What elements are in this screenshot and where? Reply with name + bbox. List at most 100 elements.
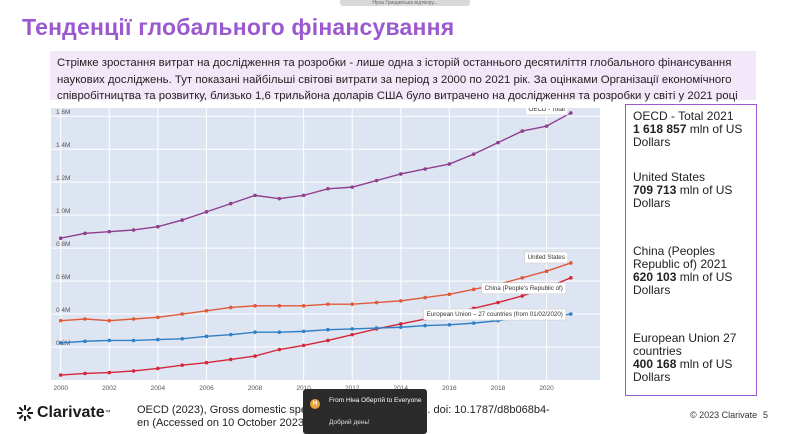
data-point: [350, 332, 355, 337]
data-point: [131, 338, 136, 343]
stat-unit: mln of US Dollars: [633, 270, 733, 297]
data-point: [180, 312, 184, 316]
clarivate-logo: Clarivate ™: [17, 404, 111, 422]
series-label: OECD - Total: [525, 108, 569, 116]
x-tick-label: 2004: [151, 385, 166, 392]
series-label: United States: [524, 251, 569, 264]
x-tick-label: 2012: [345, 385, 360, 392]
data-point: [204, 210, 209, 214]
data-point: [253, 304, 257, 308]
data-point: [83, 371, 87, 376]
data-point: [253, 330, 257, 334]
data-point: [156, 366, 160, 371]
data-point: [204, 308, 209, 313]
stat-value: 400 168: [633, 357, 677, 371]
data-point: [228, 201, 233, 206]
data-point: [447, 322, 452, 327]
data-point: [569, 111, 573, 115]
data-point: [520, 275, 525, 280]
stats-panel: OECD - Total 2021 1 618 857 mln of US Do…: [625, 104, 757, 396]
data-point: [374, 326, 379, 330]
trademark: ™: [104, 410, 111, 416]
toast-title: From Ніна Обертій to Everyone: [329, 397, 422, 404]
data-point: [228, 357, 233, 362]
y-tick-label: 1.2M: [56, 175, 70, 182]
data-point: [447, 292, 452, 297]
data-point: [350, 185, 355, 189]
stat-label: OECD - Total 2021: [633, 109, 734, 123]
y-tick-label: 1.6M: [56, 109, 70, 116]
data-point: [253, 193, 257, 198]
data-point: [326, 327, 330, 332]
data-point: [301, 304, 306, 308]
top-notification-strip: Нуна Грищивська відтвору...: [340, 0, 470, 6]
stat-value: 620 103: [633, 270, 677, 284]
data-point: [131, 317, 136, 321]
data-point: [399, 299, 403, 303]
series-label-box: [423, 308, 567, 321]
data-point: [423, 295, 427, 300]
data-point: [180, 363, 184, 367]
series-line: [60, 277, 572, 376]
data-point: [277, 330, 282, 334]
data-point: [58, 373, 63, 377]
x-tick-label: 2002: [102, 385, 117, 392]
data-point: [350, 302, 355, 306]
data-point: [156, 315, 160, 320]
stat-label: China (Peoples Republic of) 2021: [633, 244, 728, 271]
data-point: [496, 140, 500, 145]
data-point: [423, 167, 427, 171]
series-label-box: [525, 108, 569, 116]
chat-notification[interactable]: Н From Ніна Обертій to Everyone Добрий д…: [303, 389, 427, 434]
x-tick-label: 2000: [53, 385, 68, 392]
data-point: [399, 325, 403, 330]
data-point: [58, 318, 63, 323]
y-tick-label: 0.6M: [56, 274, 70, 281]
data-point: [544, 124, 549, 128]
series-label-text: United States: [528, 254, 565, 261]
data-point: [180, 336, 184, 341]
data-point: [447, 162, 452, 166]
series-label-text: OECD - Total: [529, 108, 565, 113]
series-line: [60, 313, 571, 344]
data-point: [496, 300, 500, 305]
data-point: [520, 294, 525, 298]
series-line: [60, 112, 572, 239]
data-point: [350, 327, 355, 331]
series-label-text: China (People's Republic of): [485, 285, 563, 292]
data-point: [399, 172, 403, 176]
data-point: [58, 341, 63, 345]
stat-china: China (Peoples Republic of) 2021 620 103…: [633, 245, 753, 297]
data-point: [520, 129, 525, 133]
series-label-text: European Union – 27 countries (from 01/0…: [427, 311, 563, 318]
intro-text: Стрімке зростання витрат на дослідження …: [50, 51, 756, 102]
data-point: [301, 343, 306, 348]
data-point: [156, 224, 160, 229]
page-title: Тенденції глобального фінансування: [22, 14, 455, 40]
y-tick-label: 0.2M: [56, 340, 70, 347]
data-point: [326, 186, 330, 191]
toast-message: Добрий день!: [329, 419, 370, 426]
series-label-box: [481, 282, 567, 295]
data-point: [374, 300, 379, 305]
stat-us: United States 709 713 mln of US Dollars: [633, 171, 753, 210]
copyright: © 2023 Clarivate: [690, 410, 758, 420]
series-label-box: [524, 251, 569, 264]
y-tick-label: 0.4M: [56, 307, 70, 314]
plot-background: [51, 108, 600, 380]
data-point: [277, 196, 282, 201]
data-point: [204, 334, 209, 339]
sender-avatar: Н: [310, 399, 320, 409]
top-label: Нуна Грищивська відтвору...: [372, 0, 438, 6]
data-point: [569, 312, 573, 316]
stat-eu: European Union 27 countries 400 168 mln …: [633, 332, 753, 384]
data-point: [83, 231, 87, 236]
x-tick-label: 2018: [491, 385, 506, 392]
data-point: [204, 360, 209, 365]
data-point: [156, 337, 160, 342]
data-point: [107, 370, 112, 375]
data-point: [83, 317, 87, 321]
data-point: [180, 218, 184, 222]
data-point: [399, 322, 403, 326]
page-number: 5: [763, 410, 769, 420]
